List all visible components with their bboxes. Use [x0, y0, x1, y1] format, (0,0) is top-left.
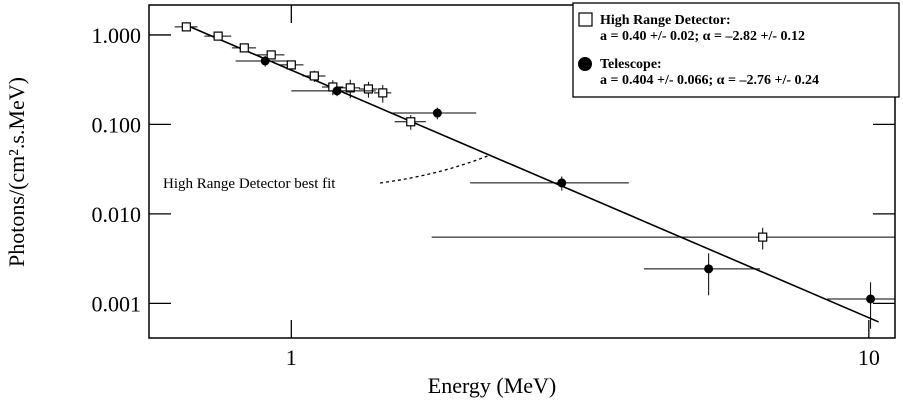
point: [345, 83, 355, 93]
point: [363, 84, 374, 94]
point: [866, 294, 876, 304]
point: [213, 31, 223, 41]
point: [239, 43, 249, 53]
legend-detail: a = 0.404 +/- 0.066; α = –2.76 +/- 0.24: [600, 73, 819, 88]
x-axis-label: Energy (MeV): [428, 373, 557, 398]
legend-detail: a = 0.40 +/- 0.02; α = –2.82 +/- 0.12: [600, 29, 805, 44]
point: [332, 86, 342, 96]
point: [309, 71, 319, 81]
point: [557, 178, 567, 188]
point: [181, 22, 191, 32]
plot-frame: [148, 4, 896, 339]
y-tick-label: 0.010: [92, 202, 142, 227]
point: [260, 56, 270, 66]
point: [406, 117, 416, 127]
point: [378, 88, 388, 98]
y-tick-label: 1.000: [92, 23, 142, 48]
y-tick-label: 0.001: [92, 291, 142, 316]
point: [432, 108, 442, 118]
point: [286, 60, 296, 70]
point: [266, 50, 276, 60]
x-tick-label: 10: [858, 345, 880, 370]
legend-marker: [578, 57, 592, 71]
annotation: High Range Detector best fit: [163, 176, 336, 192]
point: [704, 264, 714, 274]
legend-box: [572, 2, 900, 98]
x-tick-label: 1: [286, 345, 297, 370]
legend-marker: [578, 12, 593, 27]
legend-label: High Range Detector:: [600, 13, 731, 28]
y-tick-label: 0.100: [92, 112, 142, 137]
y-axis-label: Photons/(cm².s.MeV): [4, 77, 29, 267]
fit-line: [182, 23, 879, 323]
annotation-leader: [379, 154, 491, 184]
point: [758, 232, 768, 242]
legend-label: Telescope:: [600, 57, 662, 72]
